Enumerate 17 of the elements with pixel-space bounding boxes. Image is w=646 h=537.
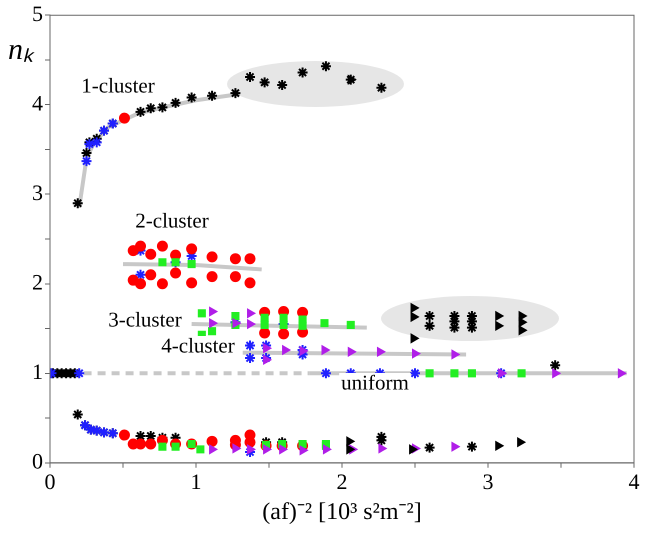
x-tick-label: 4 — [628, 468, 640, 494]
annotation: 2-cluster — [135, 208, 209, 233]
y-tick-label: 1 — [32, 359, 43, 384]
x-tick-label: 2 — [336, 468, 348, 494]
y-tick-label: 3 — [32, 180, 43, 206]
annotation: 4-cluster — [161, 334, 235, 358]
y-tick-label: 5 — [32, 0, 43, 26]
x-tick-label: 3 — [482, 468, 494, 494]
x-tick-label: 1 — [190, 468, 202, 494]
y-tick-label: 4 — [32, 90, 43, 116]
annotation: uniform — [341, 370, 409, 395]
y-tick-label: 0 — [32, 448, 43, 474]
y-axis-title: nₖ — [8, 32, 35, 66]
x-axis-title: (af)⁻² [10³ s²m⁻²] — [262, 498, 422, 525]
annotation: 1-cluster — [81, 74, 155, 98]
annotation: 3-cluster — [108, 308, 182, 332]
y-tick-label: 2 — [32, 270, 43, 295]
